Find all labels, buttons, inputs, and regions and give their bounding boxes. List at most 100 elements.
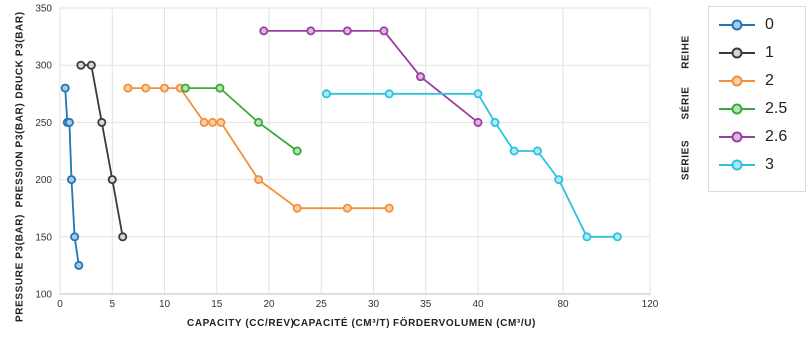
x-axis-label-capacity: CAPACITY (CC/REV) (187, 318, 295, 329)
data-point (254, 175, 264, 185)
legend-item-2-6: 2.6 (717, 127, 787, 147)
data-point (384, 89, 394, 99)
legend-swatch-2 (719, 75, 755, 87)
data-point (509, 146, 519, 156)
series-line (80, 64, 124, 237)
data-point (321, 89, 331, 99)
data-point (254, 117, 264, 127)
x-tick-label: 5 (109, 299, 115, 310)
legend-item-1: 1 (717, 43, 774, 63)
y-axis-label-pression: PRESSION P3(BAR) (14, 102, 26, 208)
x-tick-label: 0 (57, 299, 63, 310)
data-point (554, 175, 564, 185)
data-point (208, 117, 218, 127)
data-point (612, 232, 622, 242)
x-tick-labels: 0 5 10 15 20 25 30 35 40 80 120 (57, 299, 659, 310)
x-tick-label: 80 (557, 299, 569, 310)
legend-item-0: 0 (717, 15, 774, 35)
y-tick-label: 200 (35, 175, 52, 186)
data-point (97, 117, 107, 127)
y-tick-label: 250 (35, 118, 52, 129)
legend-swatch-2-6 (719, 131, 755, 143)
series-line (127, 87, 390, 210)
legend-label-0: 0 (765, 16, 774, 33)
x-tick-label: 20 (263, 299, 275, 310)
legend-label-2: 2 (765, 72, 774, 89)
data-point (490, 117, 500, 127)
y-axis-label-druck: DRUCK P3(BAR) (14, 11, 26, 99)
data-point (141, 83, 151, 93)
axes (59, 7, 651, 295)
x-tick-label: 120 (642, 299, 659, 310)
x-tick-label: 35 (420, 299, 432, 310)
data-point (384, 203, 394, 213)
data-point (159, 83, 169, 93)
series-2 (123, 83, 394, 213)
x-tick-label: 15 (211, 299, 223, 310)
series-2-5 (180, 83, 302, 156)
legend-label-1: 1 (765, 44, 774, 61)
legend-swatch-0 (719, 19, 755, 31)
data-point (64, 117, 74, 127)
legend-title-series: SERIES (680, 139, 692, 181)
data-point (259, 26, 269, 36)
series-2-6 (259, 26, 483, 127)
data-point (342, 203, 352, 213)
data-point (107, 175, 117, 185)
series-line (263, 30, 479, 124)
data-point (70, 232, 80, 242)
y-axis-label-pressure: PRESSURE P3(BAR) (14, 214, 26, 322)
data-point (216, 117, 226, 127)
y-tick-label: 300 (35, 61, 52, 72)
y-tick-label: 350 (35, 4, 52, 15)
series-line (185, 87, 298, 152)
data-point (473, 89, 483, 99)
data-point (180, 83, 190, 93)
legend-item-2-5: 2.5 (717, 99, 787, 119)
data-point (342, 26, 352, 36)
data-point (66, 175, 76, 185)
legend-swatch-3 (719, 159, 755, 171)
y-tick-label: 150 (35, 232, 52, 243)
legend-swatch-1 (719, 47, 755, 59)
legend-label-2-5: 2.5 (765, 100, 788, 117)
x-tick-label: 40 (472, 299, 484, 310)
x-tick-label: 30 (368, 299, 380, 310)
legend-title-reihe: REIHE (680, 35, 692, 69)
grid-lines (59, 7, 651, 295)
data-point (416, 72, 426, 82)
data-point (199, 117, 209, 127)
data-point (76, 60, 86, 70)
legend-label-2-6: 2.6 (765, 128, 788, 145)
data-point (118, 232, 128, 242)
data-point (379, 26, 389, 36)
x-tick-label: 25 (316, 299, 328, 310)
data-point (473, 117, 483, 127)
series-group (60, 26, 622, 270)
y-tick-labels: 100 150 200 250 300 350 (35, 4, 52, 301)
series-line (326, 92, 618, 238)
x-axis-label-capacite: CAPACITÉ (CM³/T) (293, 318, 391, 329)
data-point (582, 232, 592, 242)
data-point (292, 146, 302, 156)
legend-swatch-2-5 (719, 103, 755, 115)
data-point (123, 83, 133, 93)
data-point (86, 60, 96, 70)
data-point (215, 83, 225, 93)
legend: 0 1 2 2.5 2.6 3 (708, 6, 806, 192)
legend-item-3: 3 (717, 155, 774, 175)
data-point (74, 260, 84, 270)
data-point (292, 203, 302, 213)
plot-border (59, 7, 651, 295)
data-point (533, 146, 543, 156)
legend-item-2: 2 (717, 71, 774, 91)
data-point (60, 83, 70, 93)
series-line (64, 88, 80, 266)
series-0 (60, 83, 84, 270)
data-point (306, 26, 316, 36)
series-1 (76, 60, 128, 242)
x-axis-label-fordervolumen: FÖRDERVOLUMEN (CM³/U) (393, 318, 536, 329)
legend-label-3: 3 (765, 156, 774, 173)
x-tick-label: 10 (159, 299, 171, 310)
